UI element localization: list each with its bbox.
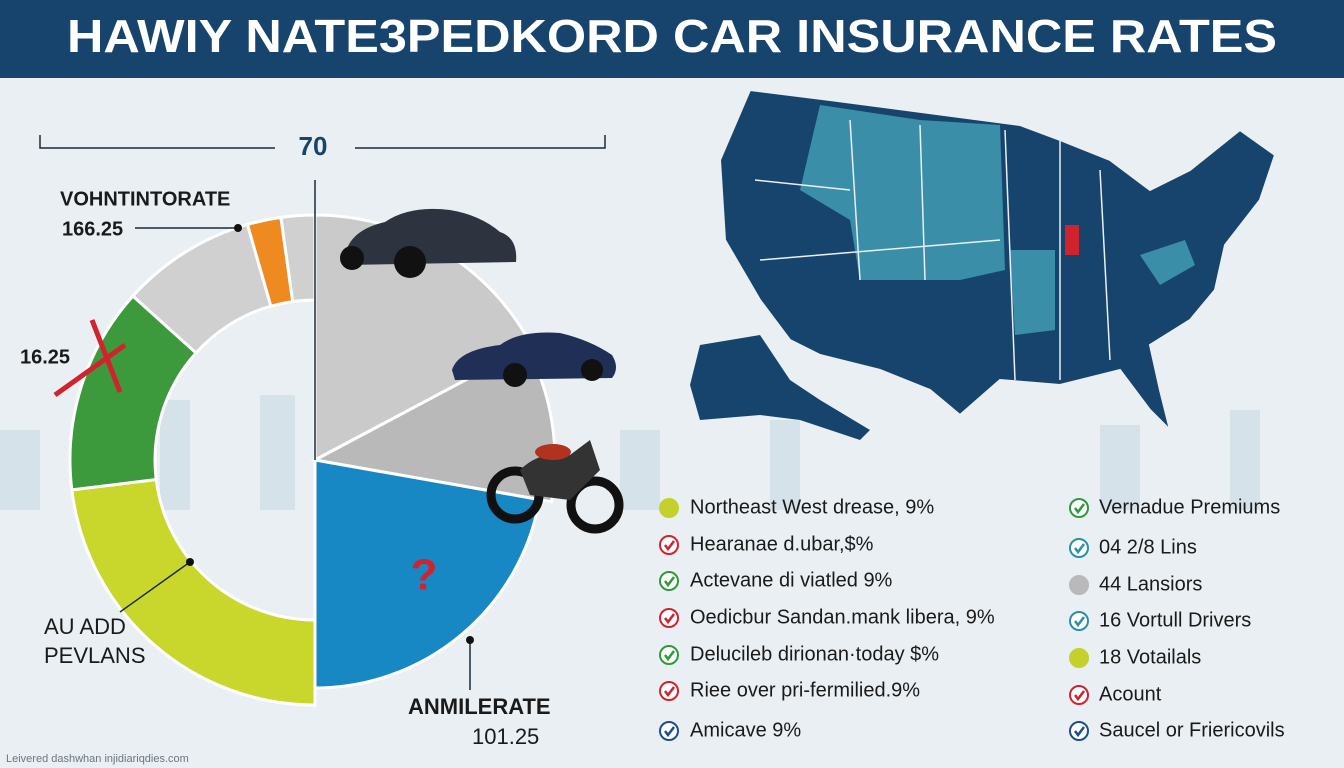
legend-icon <box>659 608 679 628</box>
label-name: VOHNTINTORATE <box>60 188 230 210</box>
legend-icon <box>1069 575 1089 595</box>
legend-icon <box>1069 721 1089 741</box>
guide-lines <box>39 135 606 690</box>
legend: Vernadue Premiums 04 2/8 Lins 44 Lansiors 1… <box>1069 496 1285 741</box>
legend-check <box>1074 543 1085 555</box>
legend-label: Saucel or Friericovils <box>1099 719 1285 741</box>
legend-icon <box>1069 538 1089 558</box>
legend-icon <box>659 721 679 741</box>
legend-icon <box>1069 611 1089 631</box>
label-name: ANMILERATE <box>408 694 551 719</box>
legend-label: 44 Lansiors <box>1099 573 1202 595</box>
wedge <box>313 458 542 690</box>
legend-icon <box>659 571 679 591</box>
title: HAWIY NATE3PEDKORD CAR INSURANCE RATES <box>67 10 1277 62</box>
label-name: AU ADD <box>44 614 126 639</box>
label-value: 16.25 <box>20 346 70 368</box>
legend-check <box>664 613 675 625</box>
legend-check <box>664 686 675 698</box>
legend-check <box>1074 616 1085 628</box>
question-mark: ? <box>411 551 438 600</box>
legend-label: Riee over pri-fermilied.9% <box>690 679 920 701</box>
legend-icon <box>1069 685 1089 705</box>
legend-check <box>1074 726 1085 738</box>
guide-dots <box>186 224 474 644</box>
legend-label: Acount <box>1099 683 1162 705</box>
label-value: 166.25 <box>62 218 123 240</box>
legend-check <box>1074 503 1085 515</box>
legend-label: Amicave 9% <box>690 719 801 741</box>
legend-icon <box>1069 648 1089 668</box>
donut-chart <box>68 213 557 707</box>
legend-label: Oedicbur Sandan.mank libera, 9% <box>690 606 995 628</box>
label-value: 101.25 <box>472 724 539 749</box>
legend-label: Delucileb dirionan·today $% <box>690 643 939 665</box>
legend-label: Actevane di viatled 9% <box>690 569 893 591</box>
legend-check <box>664 540 675 552</box>
top-label: 70 <box>299 131 328 161</box>
legend-icon <box>659 681 679 701</box>
title-banner <box>0 0 1344 78</box>
label-name: PEVLANS <box>44 643 146 668</box>
us-map <box>690 88 1277 440</box>
legend-check <box>1074 690 1085 702</box>
legend-label: 16 Vortull Drivers <box>1099 609 1251 631</box>
segment <box>70 477 317 707</box>
legend-icon <box>659 535 679 555</box>
cross-mark <box>53 319 127 398</box>
legend-label: Vernadue Premiums <box>1099 496 1280 518</box>
legend-check <box>664 650 675 662</box>
legend-label: Hearanae d.ubar,$% <box>690 533 874 555</box>
legend-icon <box>1069 498 1089 518</box>
footer: Leivered dashwhan injidiariqdies.com <box>6 753 189 765</box>
legend-label: 18 Votailals <box>1099 646 1201 668</box>
vehicles <box>340 208 624 534</box>
legend-icon <box>659 498 679 518</box>
legend-label: 04 2/8 Lins <box>1099 536 1197 558</box>
legend-label: Northeast West drease, 9% <box>690 496 934 518</box>
skyline <box>0 395 1260 510</box>
legend-check <box>664 576 675 588</box>
legend: Northeast West drease, 9% Hearanae d.ubar… <box>659 496 995 741</box>
legend-icon <box>659 645 679 665</box>
legend-check <box>664 726 675 738</box>
